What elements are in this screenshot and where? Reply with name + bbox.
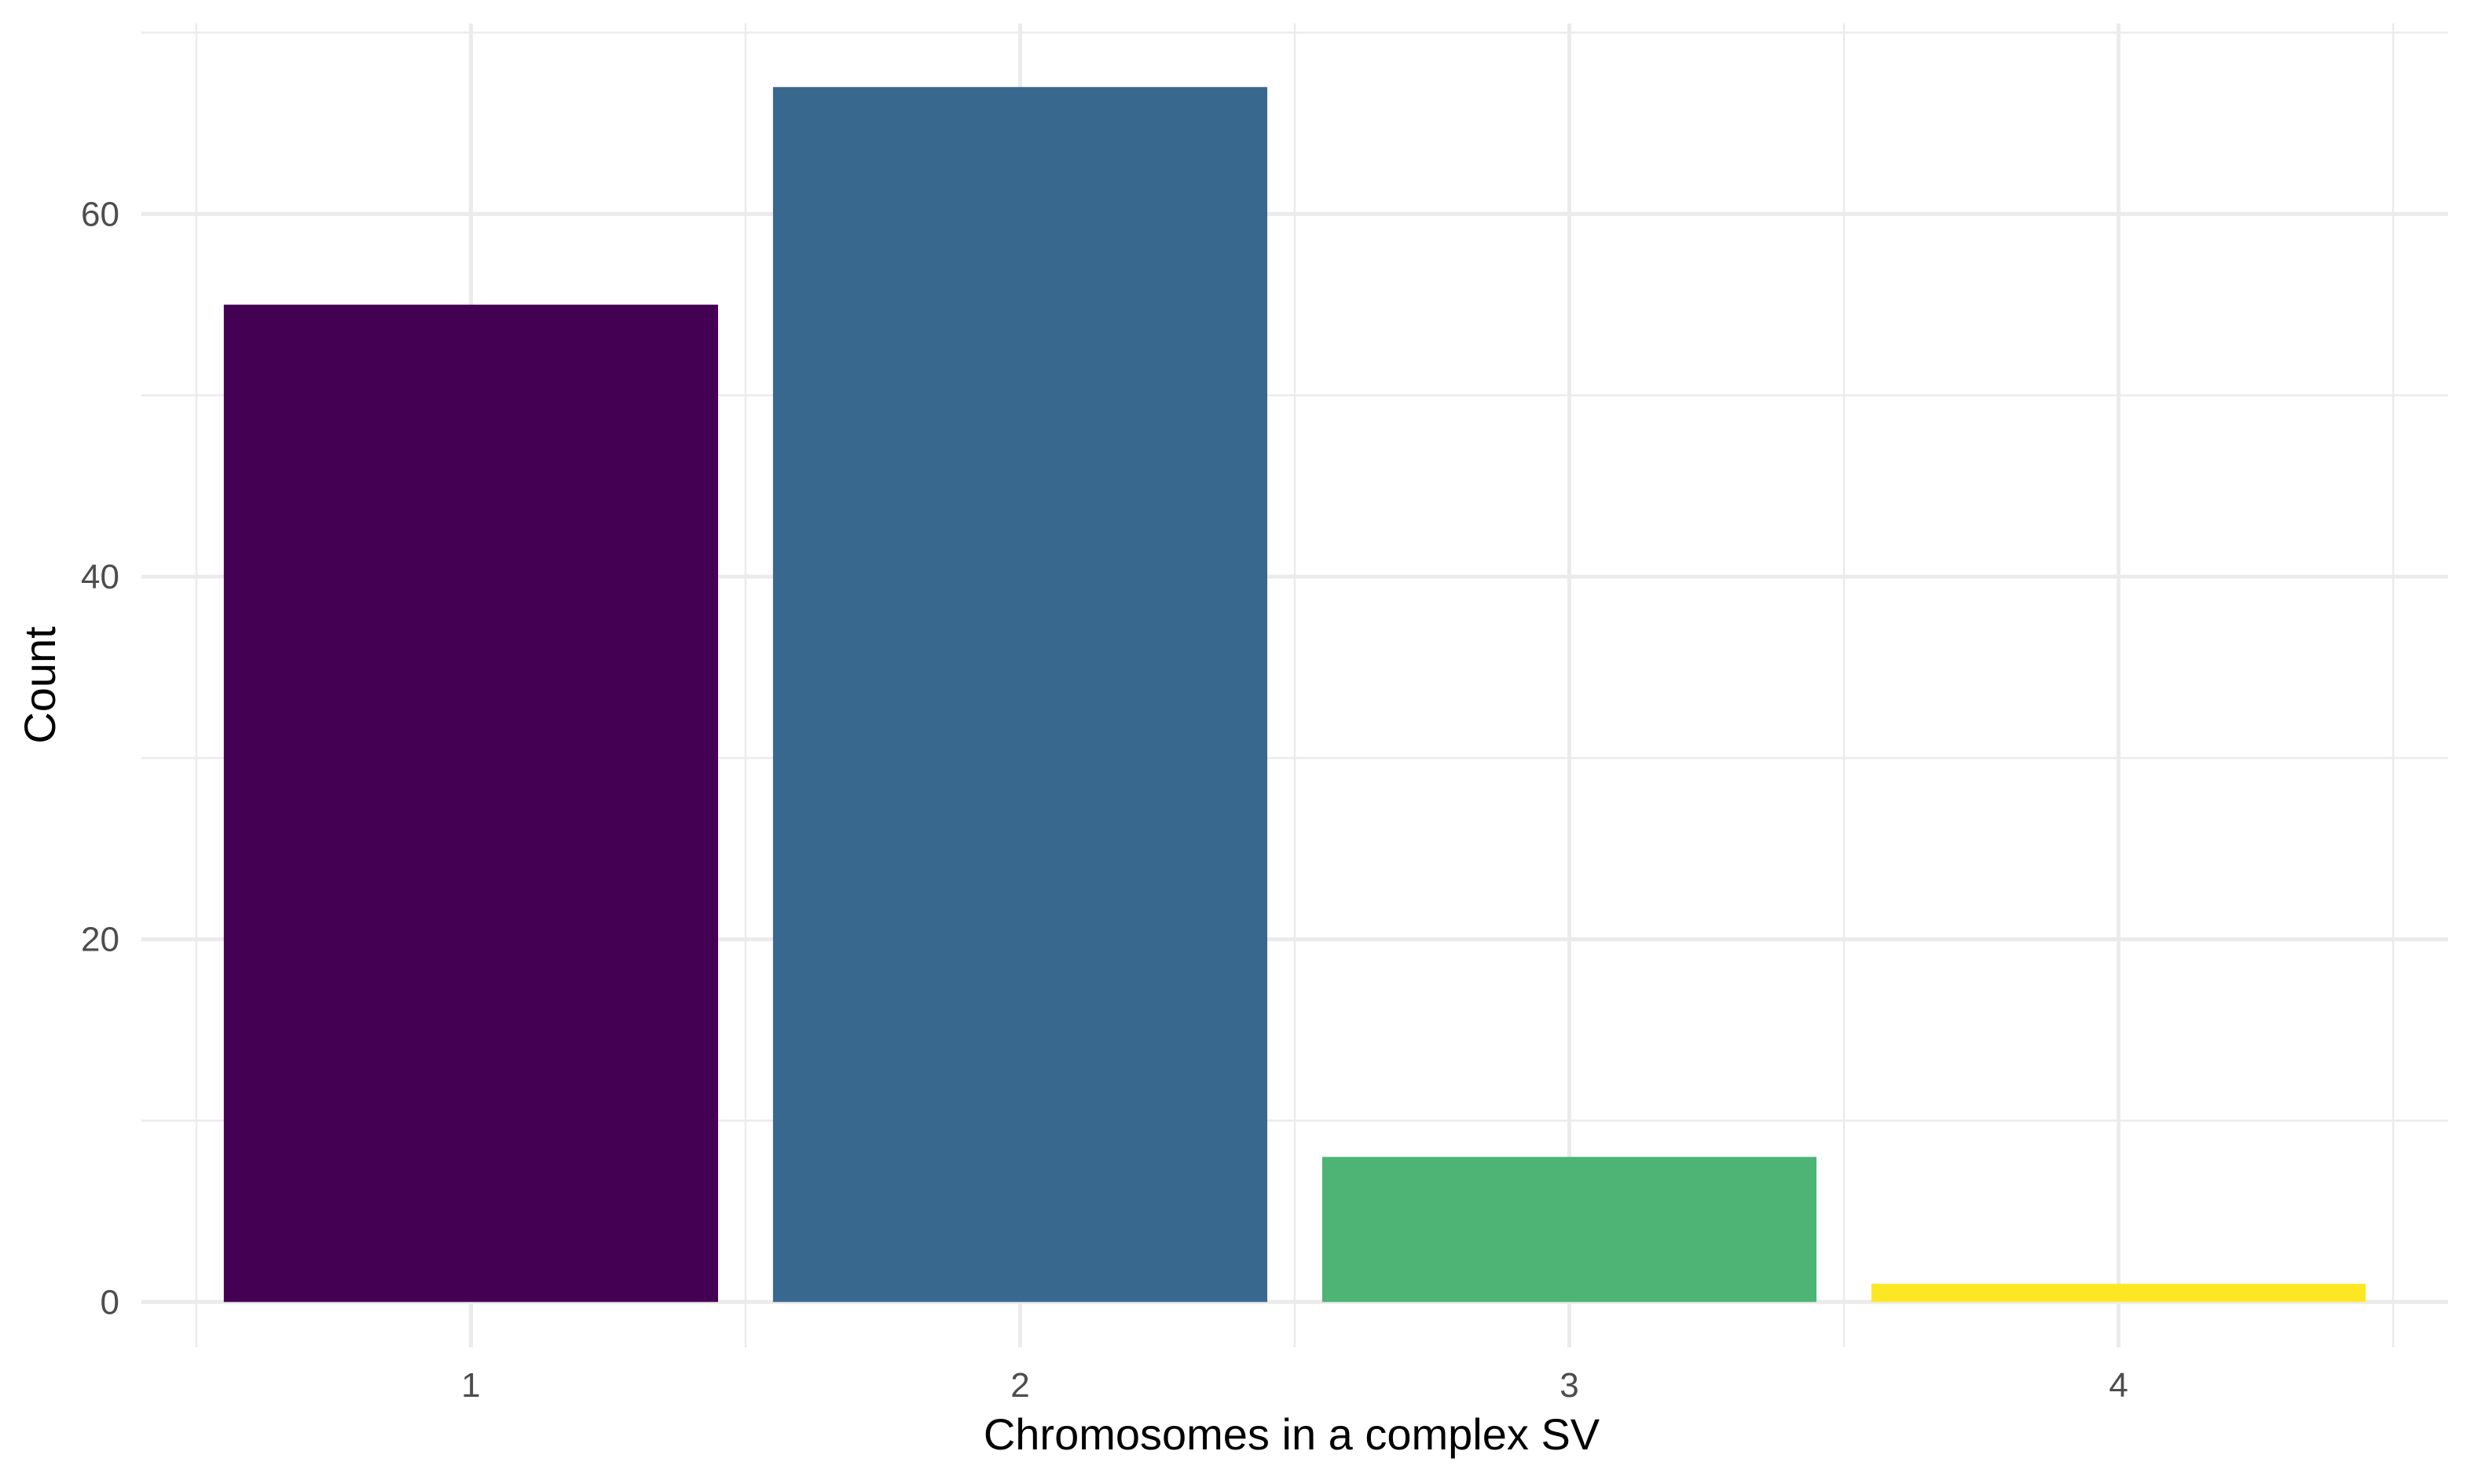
x-tick-label: 4 [2109,1366,2128,1405]
bars [223,86,2366,1303]
x-axis-title: Chromosomes in a complex SV [984,1409,1600,1459]
y-axis-title: Count [15,626,64,744]
y-tick-label: 60 [81,195,119,233]
y-tick-label: 40 [81,558,119,596]
x-tick-label: 2 [1010,1366,1029,1405]
bar-4 [1871,1284,2366,1303]
y-tick-labels: 0 20 40 60 [81,195,119,1321]
x-tick-labels: 1 2 3 4 [461,1366,2128,1405]
bar-3 [1321,1156,1817,1303]
y-tick-label: 0 [101,1283,119,1321]
bar-2 [772,86,1268,1303]
x-tick-label: 3 [1560,1366,1578,1405]
y-tick-label: 20 [81,921,119,959]
bar-1 [223,304,718,1303]
x-tick-label: 1 [461,1366,480,1405]
